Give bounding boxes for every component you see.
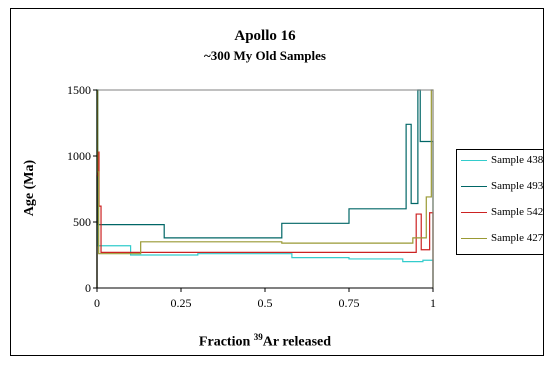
legend-label-3: Sample 427 — [491, 232, 544, 244]
chart-title: Apollo 16 — [234, 28, 296, 44]
x-tick-label: 0 — [94, 296, 100, 310]
series-line-3 — [96, 89, 434, 288]
y-axis-title: Age (Ma) — [22, 159, 37, 217]
series-line-1 — [96, 89, 434, 288]
legend-swatch-0 — [461, 159, 487, 161]
legend: Sample 438 Sample 493 Sample 542 Sample … — [456, 149, 544, 255]
legend-label-2: Sample 542 — [491, 206, 544, 218]
x-axis-title-suffix: Ar released — [262, 334, 332, 350]
series-layer — [96, 89, 434, 288]
x-axis-title-superscript: 39 — [253, 332, 263, 342]
plot-area — [96, 89, 434, 289]
y-tick-label: 1500 — [67, 83, 91, 97]
legend-item-1: Sample 493 — [461, 179, 543, 193]
legend-swatch-3 — [461, 237, 487, 239]
x-tick-label: 0.5 — [258, 296, 273, 310]
x-tick-label: 0.25 — [171, 296, 192, 310]
series-line-2 — [96, 151, 434, 288]
legend-swatch-1 — [461, 185, 487, 187]
legend-item-0: Sample 438 — [461, 153, 543, 167]
x-axis-title-prefix: Fraction — [198, 334, 254, 350]
chart-subtitle: ~300 My Old Samples — [204, 48, 326, 63]
y-tick-label: 0 — [85, 281, 91, 295]
legend-item-2: Sample 542 — [461, 205, 543, 219]
legend-label-0: Sample 438 — [491, 154, 544, 166]
y-tick-label: 500 — [73, 215, 91, 229]
legend-label-1: Sample 493 — [491, 180, 544, 192]
legend-swatch-2 — [461, 211, 487, 213]
y-tick-label: 1000 — [67, 149, 91, 163]
axes-layer: 0 500 1000 1500 0 0.25 0.5 0.75 1 — [67, 83, 436, 310]
x-tick-label: 0.75 — [339, 296, 360, 310]
legend-item-3: Sample 427 — [461, 231, 543, 245]
x-tick-label: 1 — [430, 296, 436, 310]
series-line-0 — [96, 89, 434, 288]
x-axis-title: Fraction 39Ar released — [96, 332, 434, 351]
